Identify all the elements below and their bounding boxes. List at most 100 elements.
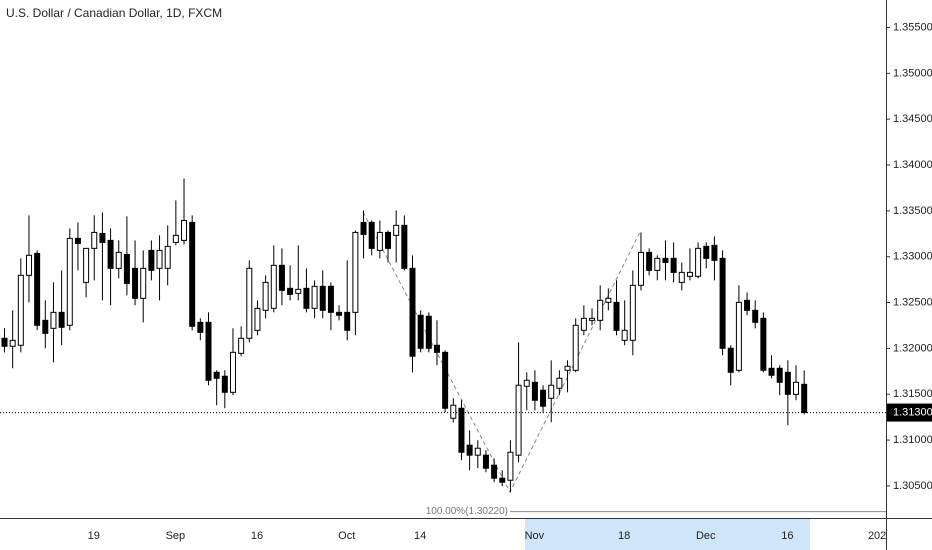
candle-body [686,271,693,277]
candle-body [327,285,334,313]
candle-body [50,311,57,329]
candle-body [238,337,245,354]
candle-body [507,451,514,481]
candle-body [597,299,604,321]
x-tick-label: Oct [338,530,355,542]
x-tick-label: 16 [251,530,263,542]
candle-body [287,287,294,295]
candle-body [270,264,277,309]
candle-body [417,314,424,349]
candle-body [262,281,269,311]
y-tick-label: 1.33500 [893,205,932,217]
candle-body [491,464,498,479]
candle-body [613,301,620,331]
candle-body [654,257,661,271]
candle-body [409,267,416,357]
candle-body [442,351,449,409]
candle-body [25,254,32,276]
candle-body [670,257,677,273]
candle-body [401,224,408,269]
candle-body [629,284,636,341]
x-tick-label: Dec [696,530,716,542]
candle-body [515,384,522,456]
candle-body [295,288,302,294]
candle-body [703,245,710,259]
candle-body [425,315,432,349]
candle-body [352,231,359,313]
candle-body [482,454,489,469]
y-tick-label: 1.34000 [893,159,932,171]
candle-body [744,299,751,311]
candle-body [548,384,555,399]
y-tick-label: 1.34500 [893,113,932,125]
candle-body [164,245,171,269]
candle-body [433,344,440,353]
candle-body [336,311,343,316]
candle-body [784,371,791,395]
candle-body [213,371,220,379]
candle-body [107,239,114,269]
y-tick-label: 1.31000 [893,434,932,446]
candle-body [278,264,285,291]
candle-body [768,367,775,376]
x-tick-label: Nov [525,530,545,542]
candle-body [140,267,147,299]
last-price-box [887,403,932,422]
candle-body [564,365,571,371]
candle-body [793,381,800,395]
candle-body [17,274,24,346]
candle-body [580,317,587,331]
candle-body [458,407,465,453]
candle-body [99,232,106,243]
candle-body [735,301,742,371]
candle-body [189,221,196,327]
x-tick-label: 16 [781,530,793,542]
candle-body [450,404,457,419]
candle-body [34,252,41,326]
candle-body [58,311,65,328]
candle-body [385,231,392,249]
candle-body [376,231,383,251]
candle-body [466,444,473,456]
candle-body [132,267,139,299]
y-tick-label: 1.31500 [893,388,932,400]
candle-body [74,237,81,244]
candle-body [719,257,726,349]
candle-body [9,339,16,347]
y-tick-label: 1.30500 [893,480,932,492]
candle-body [589,317,596,321]
x-tick-label: Sep [166,530,186,542]
y-tick-label: 1.32000 [893,342,932,354]
x-tick-label: 19 [88,530,100,542]
plot: 1.30500 1.31000 1.31500 1.32000 1.32500 1.330… [0,21,932,542]
candle-body [662,257,669,263]
chart-title: U.S. Dollar / Canadian Dollar, 1D, FXCM [6,6,222,20]
candle-body [91,231,98,249]
candle-body [752,309,759,323]
candle-body [115,251,122,269]
candle-body [83,247,90,283]
candle-body [344,311,351,331]
candle-body [605,297,612,303]
candle-body [678,271,685,283]
candle-body [123,253,130,284]
candle-body [42,319,49,334]
candle-body [368,221,375,249]
candle-body [499,477,506,483]
candle-body [246,267,253,339]
candle-body [540,389,547,407]
y-tick-label: 1.35000 [893,67,932,79]
candle-body [760,317,767,371]
x-tick-label: 202 [868,530,886,542]
candle-body [148,249,155,271]
y-tick-label: 1.32500 [893,296,932,308]
candle-body [156,249,163,269]
candle-body [776,367,783,383]
candle-body [197,321,204,333]
candle-body [474,447,481,456]
candle-body [311,285,318,309]
y-tick-label: 1.33000 [893,251,932,263]
candle-body [66,237,73,326]
